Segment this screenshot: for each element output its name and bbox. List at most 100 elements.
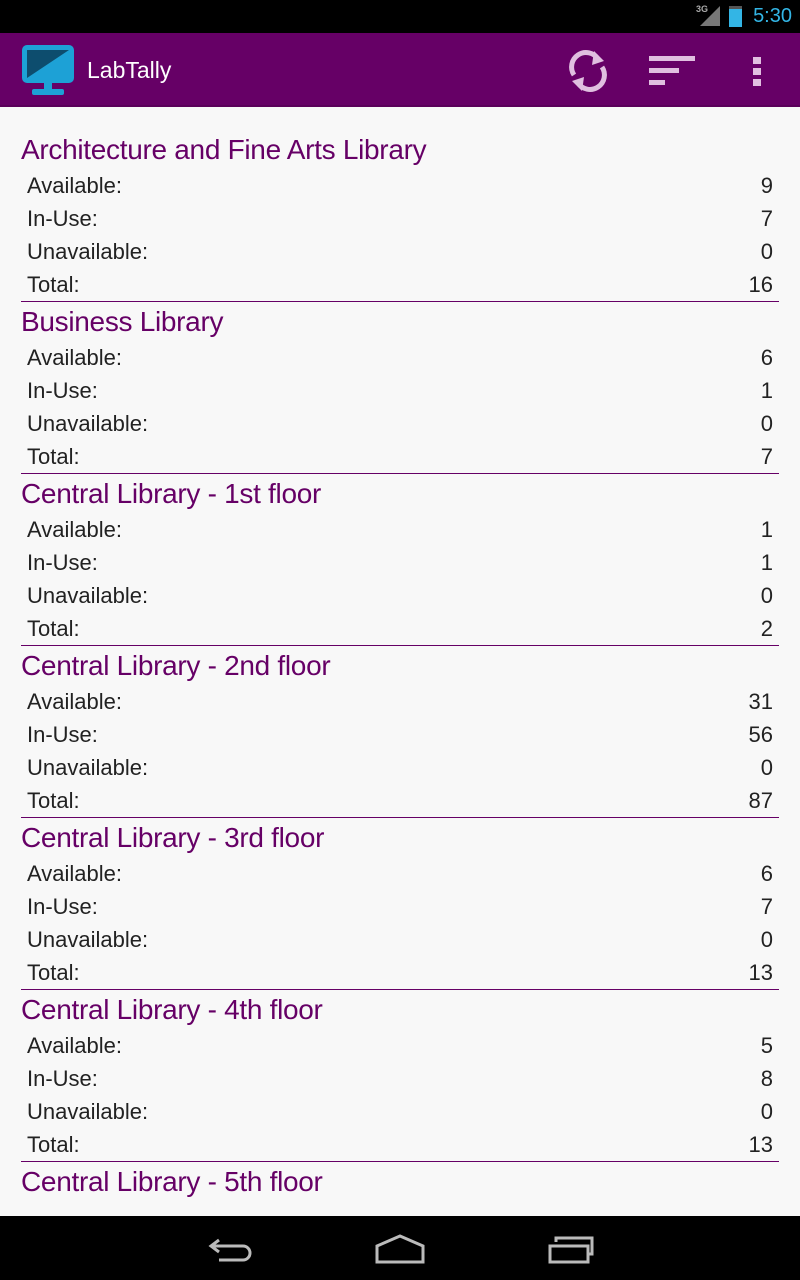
stat-row-total: Total: 87 [21, 784, 779, 817]
stat-row-total: Total: 13 [21, 956, 779, 989]
stat-row-unavailable: Unavailable: 0 [21, 751, 779, 784]
library-section[interactable]: Central Library - 2nd floor Available: 31 I… [21, 646, 779, 818]
sort-icon[interactable] [648, 47, 696, 95]
stat-value: 87 [748, 788, 773, 813]
stat-row-in-use: In-Use: 1 [21, 546, 779, 579]
stat-row-available: Available: 5 [21, 1029, 779, 1062]
stat-label: In-Use: [27, 1066, 98, 1091]
stat-row-unavailable: Unavailable: 0 [21, 1095, 779, 1128]
signal-icon [700, 6, 720, 26]
stat-value: 6 [760, 861, 773, 886]
library-name: Central Library - 1st floor [21, 478, 322, 509]
stat-value: 0 [760, 411, 773, 436]
stat-value: 2 [760, 616, 773, 641]
library-name: Central Library - 4th floor [21, 994, 323, 1025]
stat-label: Unavailable: [27, 927, 149, 952]
stat-row-available: Available: 6 [21, 857, 779, 890]
library-name: Architecture and Fine Arts Library [21, 134, 427, 165]
stat-row-in-use: In-Use: 56 [21, 718, 779, 751]
stat-value: 31 [748, 689, 773, 714]
stat-label: Unavailable: [27, 1099, 149, 1124]
stat-value: 8 [760, 1066, 773, 1091]
stat-value: 9 [760, 173, 773, 198]
stat-value: 16 [748, 272, 773, 297]
stat-label: Total: [27, 616, 80, 641]
library-section[interactable]: Central Library - 4th floor Available: 5 In… [21, 990, 779, 1162]
stat-row-total: Total: 13 [21, 1128, 779, 1161]
stat-label: Unavailable: [27, 411, 149, 436]
stat-value: 1 [760, 378, 773, 403]
stat-value: 13 [748, 960, 773, 985]
clock: 5:30 [753, 5, 792, 27]
stat-row-total: Total: 7 [21, 440, 779, 473]
stat-value: 7 [760, 206, 773, 231]
stat-label: In-Use: [27, 722, 98, 747]
stat-label: Available: [27, 689, 122, 714]
library-section[interactable]: Architecture and Fine Arts Library Availa… [21, 130, 779, 302]
stat-value: 6 [760, 345, 773, 370]
stat-label: Unavailable: [27, 583, 149, 608]
stat-value: 0 [760, 927, 773, 952]
recent-apps-icon[interactable] [546, 1234, 596, 1264]
refresh-icon[interactable] [564, 47, 612, 95]
stat-label: Available: [27, 173, 122, 198]
stat-label: In-Use: [27, 378, 98, 403]
library-name: Central Library - 2nd floor [21, 650, 331, 681]
library-section[interactable]: Business Library Available: 6 In-Use: 1 Unava… [21, 302, 779, 474]
stat-value: 0 [760, 755, 773, 780]
stat-row-unavailable: Unavailable: 0 [21, 579, 779, 612]
battery-charging-icon [729, 6, 742, 27]
stat-label: Available: [27, 1033, 122, 1058]
stat-row-in-use: In-Use: 8 [21, 1062, 779, 1095]
stat-label: In-Use: [27, 894, 98, 919]
stat-value: 5 [760, 1033, 773, 1058]
library-section[interactable]: Central Library - 1st floor Available: 1 In… [21, 474, 779, 646]
stat-label: Total: [27, 788, 80, 813]
stat-label: In-Use: [27, 206, 98, 231]
library-name: Central Library - 5th floor [21, 1166, 323, 1197]
stat-label: Available: [27, 517, 122, 542]
overflow-menu-icon[interactable] [733, 47, 781, 95]
stat-value: 7 [760, 444, 773, 469]
stat-value: 0 [760, 239, 773, 264]
stat-label: Total: [27, 960, 80, 985]
stat-row-unavailable: Unavailable: 0 [21, 923, 779, 956]
home-icon[interactable] [374, 1234, 426, 1264]
stat-label: Total: [27, 272, 80, 297]
stat-value: 0 [760, 1099, 773, 1124]
stat-value: 1 [760, 550, 773, 575]
library-section[interactable]: Central Library - 5th floor [21, 1162, 779, 1201]
stat-row-available: Available: 31 [21, 685, 779, 718]
stat-row-available: Available: 6 [21, 341, 779, 374]
stat-label: Total: [27, 1132, 80, 1157]
library-name: Central Library - 3rd floor [21, 822, 325, 853]
stat-row-unavailable: Unavailable: 0 [21, 407, 779, 440]
library-name: Business Library [21, 306, 224, 337]
back-icon[interactable] [205, 1234, 255, 1264]
stat-row-unavailable: Unavailable: 0 [21, 235, 779, 268]
library-list[interactable]: Architecture and Fine Arts Library Availa… [21, 109, 779, 1216]
stat-value: 0 [760, 583, 773, 608]
navigation-bar [0, 1216, 800, 1280]
status-bar: 3G 5:30 [0, 0, 800, 33]
app-title: LabTally [87, 57, 172, 83]
stat-row-total: Total: 2 [21, 612, 779, 645]
stat-row-in-use: In-Use: 7 [21, 202, 779, 235]
stat-row-total: Total: 16 [21, 268, 779, 301]
stat-label: Available: [27, 861, 122, 886]
library-section[interactable]: Central Library - 3rd floor Available: 6 In… [21, 818, 779, 990]
app-logo-monitor-icon[interactable] [20, 43, 76, 97]
stat-label: Total: [27, 444, 80, 469]
stat-label: Unavailable: [27, 755, 149, 780]
stat-value: 1 [760, 517, 773, 542]
stat-row-in-use: In-Use: 7 [21, 890, 779, 923]
stat-value: 7 [760, 894, 773, 919]
stat-label: Available: [27, 345, 122, 370]
stat-value: 56 [748, 722, 773, 747]
action-bar: LabTally [0, 33, 800, 107]
stat-value: 13 [748, 1132, 773, 1157]
stat-label: In-Use: [27, 550, 98, 575]
stat-label: Unavailable: [27, 239, 149, 264]
stat-row-in-use: In-Use: 1 [21, 374, 779, 407]
stat-row-available: Available: 9 [21, 169, 779, 202]
